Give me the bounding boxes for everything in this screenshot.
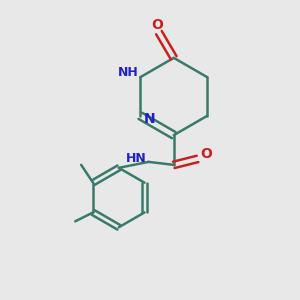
Text: O: O [200,148,212,161]
Text: HN: HN [126,152,147,165]
Text: N: N [143,112,155,126]
Text: NH: NH [118,66,139,79]
Text: O: O [152,18,164,32]
